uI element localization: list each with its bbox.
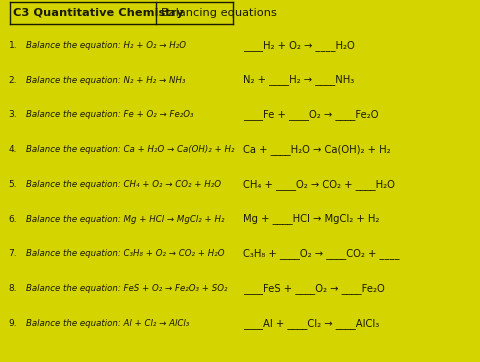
Text: Balance the equation: FeS + O₂ → Fe₂O₃ + SO₂: Balance the equation: FeS + O₂ → Fe₂O₃ +… — [26, 284, 228, 293]
Text: 9.: 9. — [9, 319, 17, 328]
Text: 5.: 5. — [9, 180, 17, 189]
Text: 4.: 4. — [9, 145, 17, 154]
Text: Ca + ____H₂O → Ca(OH)₂ + H₂: Ca + ____H₂O → Ca(OH)₂ + H₂ — [242, 144, 390, 155]
Text: Mg + ____HCl → MgCl₂ + H₂: Mg + ____HCl → MgCl₂ + H₂ — [242, 214, 379, 224]
Text: 6.: 6. — [9, 215, 17, 223]
Text: 7.: 7. — [9, 249, 17, 258]
Text: Balance the equation: Fe + O₂ → Fe₂O₃: Balance the equation: Fe + O₂ → Fe₂O₃ — [26, 110, 193, 119]
Text: 3.: 3. — [9, 110, 17, 119]
Text: Balance the equation: C₃H₈ + O₂ → CO₂ + H₂O: Balance the equation: C₃H₈ + O₂ → CO₂ + … — [26, 249, 225, 258]
Text: 8.: 8. — [9, 284, 17, 293]
Text: Balance the equation: Mg + HCl → MgCl₂ + H₂: Balance the equation: Mg + HCl → MgCl₂ +… — [26, 215, 225, 223]
Text: C3 Quantitative Chemistry: C3 Quantitative Chemistry — [13, 8, 184, 18]
Text: ____Fe + ____O₂ → ____Fe₂O: ____Fe + ____O₂ → ____Fe₂O — [242, 109, 378, 120]
Text: Balance the equation: N₂ + H₂ → NH₃: Balance the equation: N₂ + H₂ → NH₃ — [26, 76, 186, 84]
Text: Balance the equation: CH₄ + O₂ → CO₂ + H₂O: Balance the equation: CH₄ + O₂ → CO₂ + H… — [26, 180, 221, 189]
Text: CH₄ + ____O₂ → CO₂ + ____H₂O: CH₄ + ____O₂ → CO₂ + ____H₂O — [242, 179, 394, 190]
Text: Balance the equation: Ca + H₂O → Ca(OH)₂ + H₂: Balance the equation: Ca + H₂O → Ca(OH)₂… — [26, 145, 234, 154]
Text: Balance the equation: H₂ + O₂ → H₂O: Balance the equation: H₂ + O₂ → H₂O — [26, 41, 186, 50]
Text: 2.: 2. — [9, 76, 17, 84]
Text: N₂ + ____H₂ → ____NH₃: N₂ + ____H₂ → ____NH₃ — [242, 75, 353, 85]
Text: ____Al + ____Cl₂ → ____AlCl₃: ____Al + ____Cl₂ → ____AlCl₃ — [242, 318, 378, 329]
Text: Balance the equation: Al + Cl₂ → AlCl₃: Balance the equation: Al + Cl₂ → AlCl₃ — [26, 319, 189, 328]
Text: ____H₂ + O₂ → ____H₂O: ____H₂ + O₂ → ____H₂O — [242, 40, 354, 51]
Text: ____FeS + ____O₂ → ____Fe₂O: ____FeS + ____O₂ → ____Fe₂O — [242, 283, 384, 294]
Text: C₃H₈ + ____O₂ → ____CO₂ + ____: C₃H₈ + ____O₂ → ____CO₂ + ____ — [242, 248, 398, 259]
Text: Balancing equations: Balancing equations — [161, 8, 276, 18]
Text: 1.: 1. — [9, 41, 17, 50]
